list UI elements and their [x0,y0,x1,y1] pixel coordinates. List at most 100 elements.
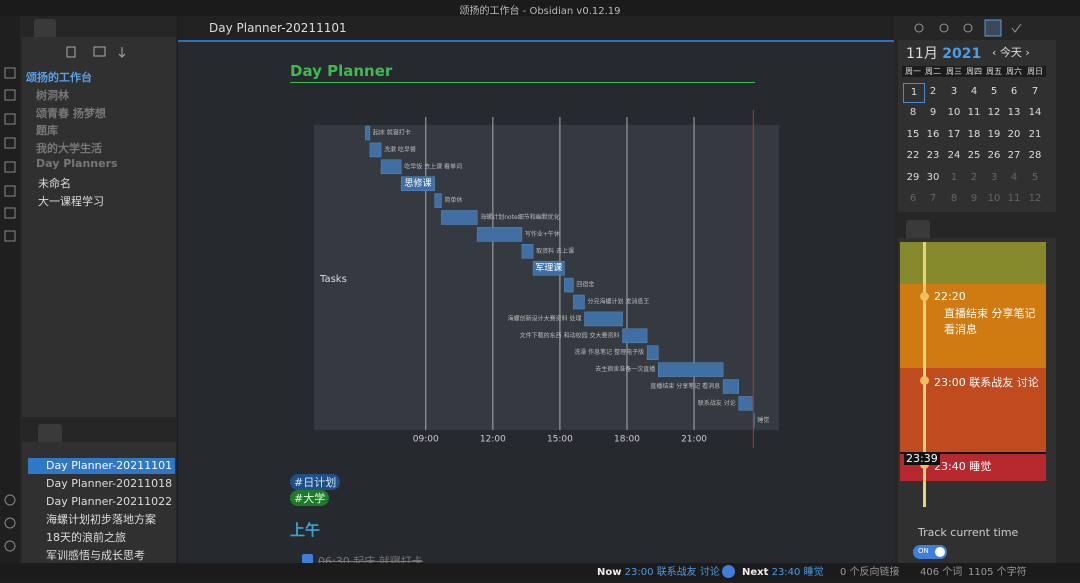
day[interactable]: 12 [987,107,1001,119]
day[interactable]: 19 [987,128,1001,140]
day[interactable]: 3 [990,171,998,183]
icon[interactable] [4,113,16,125]
day[interactable]: 5 [990,86,998,97]
icon[interactable] [4,137,16,149]
day[interactable]: 7 [1031,86,1039,97]
day[interactable]: 17 [947,128,961,140]
icon[interactable] [4,89,16,101]
day[interactable]: 11 [967,107,981,119]
day[interactable]: 2 [929,86,937,97]
calendar-title: 11月 2021 [906,43,981,63]
day[interactable]: 10 [947,107,961,119]
day[interactable]: 30 [926,171,940,183]
right-tabs [914,19,1022,37]
next-label: Next [742,567,769,578]
day[interactable]: 29 [906,171,920,183]
recent-file[interactable]: 海螺计划初步落地方案 [46,513,156,526]
recent-file[interactable]: 军训感悟与成长思考 [46,549,145,562]
checkbox[interactable] [302,554,313,565]
icon[interactable] [4,494,16,506]
folder[interactable]: 我的大学生活 [36,141,102,155]
tab-icon[interactable] [939,23,949,33]
day[interactable]: 9 [929,107,937,119]
new-note[interactable] [66,46,76,58]
planner-tab[interactable] [906,220,930,238]
day[interactable]: 25 [967,150,981,162]
tab-icon[interactable] [914,23,924,33]
icon[interactable] [4,517,16,529]
icon[interactable] [4,67,16,79]
day[interactable]: 4 [970,86,978,97]
folder[interactable]: Day Planners [36,157,118,171]
recent-file[interactable]: Day Planner-20211018 [46,477,173,490]
day[interactable]: 22 [906,150,920,162]
icon[interactable] [4,161,16,173]
day[interactable]: 24 [947,150,961,162]
new-folder[interactable] [93,46,106,57]
day[interactable]: 12 [1028,193,1042,204]
day[interactable]: 6 [909,193,917,204]
tab-icon[interactable] [963,23,973,33]
files-tab[interactable] [34,19,56,37]
file[interactable]: 大一课程学习 [38,195,104,208]
day[interactable]: 11 [1007,193,1021,204]
folder[interactable]: 颂青春 扬梦想 [36,106,106,120]
tab-icon[interactable] [984,19,1002,37]
vault-name: 颂扬的工作台 [26,71,92,84]
day[interactable]: 28 [1028,150,1042,162]
icon[interactable] [4,230,16,242]
day[interactable]: 27 [1007,150,1021,162]
editor: Day Planner-20211101 Day Planner #日计划 #大… [178,16,894,568]
day[interactable]: 13 [1007,107,1021,119]
day[interactable]: 14 [1028,107,1042,119]
day[interactable]: 26 [987,150,1001,162]
icon[interactable] [4,540,16,552]
day[interactable]: 20 [1007,128,1021,140]
icon[interactable] [4,207,16,219]
time-line [923,242,926,507]
recent-files: Day Planner-20211101 Day Planner-20211018… [22,442,176,579]
tag[interactable]: #日计划 [290,474,341,490]
day[interactable]: 6 [1010,86,1018,97]
status-bar: Now 23:00 联系战友 讨论 Next 23:40 睡觉 0 个反向链接 … [0,563,1080,579]
folder[interactable]: 题库 [36,124,58,138]
recent-file[interactable]: 18天的浪前之旅 [46,531,126,544]
day[interactable]: 2 [970,171,978,183]
day[interactable]: 9 [970,193,978,204]
day[interactable]: 1 [903,83,925,103]
day[interactable]: 5 [1031,171,1039,183]
day[interactable]: 16 [926,128,940,140]
recent-tab[interactable] [38,424,62,442]
tag[interactable]: #大学 [290,490,330,506]
now-status: Now 23:00 联系战友 讨论 [597,563,720,578]
event-dot [920,292,929,301]
now-text: 联系战友 讨论 [656,567,720,578]
event-text: 睡觉 [969,460,992,473]
sort[interactable] [118,47,126,58]
day[interactable]: 10 [987,193,1001,204]
tab-icon[interactable] [1011,23,1022,33]
toggle-knob [935,547,945,557]
weekday: 周三 [943,66,965,77]
day[interactable]: 18 [967,128,981,140]
recent-file[interactable]: Day Planner-20211022 [46,495,173,508]
day[interactable]: 23 [926,150,940,162]
day[interactable]: 1 [950,171,958,183]
day[interactable]: 21 [1028,128,1042,140]
weekday: 周日 [1024,66,1046,77]
today-button[interactable]: 今天 [999,46,1022,59]
day[interactable]: 8 [950,193,958,204]
day[interactable]: 7 [929,193,937,204]
file[interactable]: 未命名 [38,177,71,190]
day[interactable]: 15 [906,128,920,140]
day[interactable]: 3 [950,86,958,97]
note-title: Day Planner-20211101 [209,21,347,35]
recent-file[interactable]: Day Planner-20211101 [28,458,175,474]
day[interactable]: 8 [909,107,917,119]
toggle[interactable]: ON [913,545,947,559]
icon[interactable] [4,185,16,197]
month: 11月 [906,46,938,62]
folder[interactable]: 树洞林 [36,89,69,102]
event-block [900,242,1046,284]
day[interactable]: 4 [1010,171,1018,183]
